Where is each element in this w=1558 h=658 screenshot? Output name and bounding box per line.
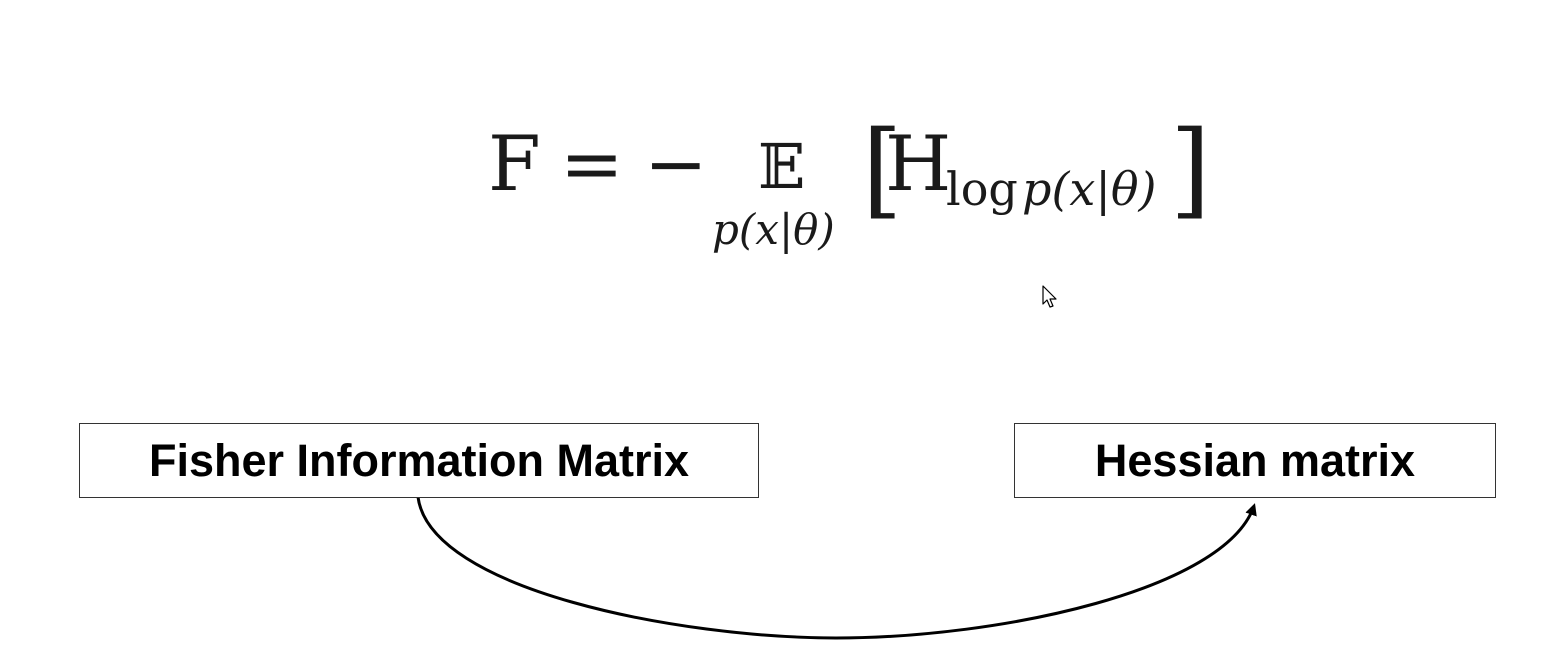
formula-open-bracket: [	[862, 108, 903, 230]
formula-equals: =	[560, 119, 624, 208]
formula-hessian: H	[885, 119, 951, 208]
formula-hessian-subscript-log: log	[946, 162, 1018, 216]
formula-expectation-subscript: p(x|θ)	[712, 205, 835, 254]
fisher-formula: F = − 𝔼 p(x|θ) [ H log p(x|θ) ]	[488, 108, 1211, 254]
hessian-matrix-label: Hessian matrix	[1094, 434, 1416, 486]
formula-lhs: F	[488, 119, 541, 208]
formula-minus: −	[644, 119, 708, 208]
fisher-information-box: Fisher Information Matrix	[79, 423, 759, 498]
connector-arrow	[416, 496, 1257, 640]
formula-close-bracket: ]	[1170, 108, 1211, 230]
hessian-matrix-box: Hessian matrix	[1014, 423, 1496, 498]
mouse-pointer-icon	[1042, 285, 1057, 308]
formula-expectation: 𝔼	[758, 130, 805, 203]
fisher-information-label: Fisher Information Matrix	[148, 434, 690, 486]
formula-hessian-subscript-rest: p(x|θ)	[1022, 162, 1156, 216]
